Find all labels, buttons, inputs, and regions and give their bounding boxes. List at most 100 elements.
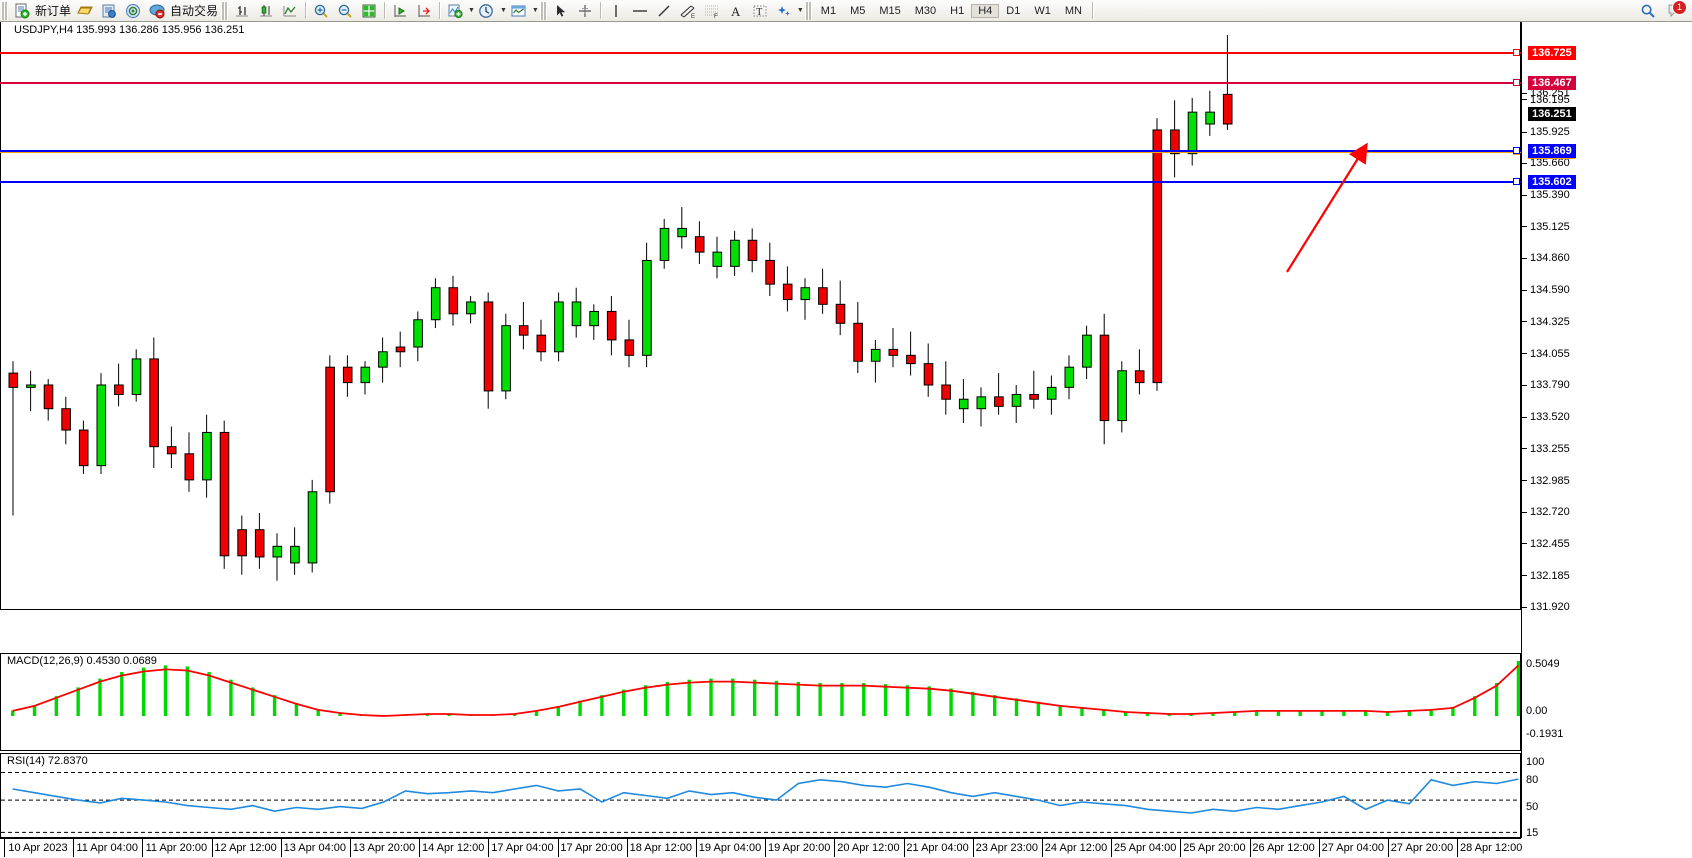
time-tick-label: 21 Apr 04:00 bbox=[906, 842, 969, 854]
price-pane[interactable] bbox=[0, 22, 1521, 610]
toolbar-grip[interactable] bbox=[1, 1, 8, 20]
folder-icon[interactable] bbox=[73, 1, 97, 21]
chart-shell[interactable]: USDJPY,H4 135.993 136.286 135.956 136.25… bbox=[0, 22, 1692, 857]
time-tick-mark bbox=[1249, 839, 1251, 857]
hline-icon[interactable] bbox=[628, 1, 652, 21]
new-order-icon[interactable] bbox=[10, 1, 34, 21]
crosshair-icon[interactable] bbox=[573, 1, 597, 21]
rsi-pane[interactable] bbox=[0, 753, 1521, 838]
time-tick-label: 11 Apr 20:00 bbox=[145, 842, 208, 854]
templates-icon[interactable] bbox=[507, 1, 531, 21]
time-tick-label: 19 Apr 20:00 bbox=[767, 842, 831, 854]
time-tick-label: 18 Apr 12:00 bbox=[629, 842, 692, 854]
timeframe-h1[interactable]: H1 bbox=[950, 4, 965, 17]
time-tick-label: 17 Apr 04:00 bbox=[491, 842, 554, 854]
toolbar-separator-5 bbox=[1091, 2, 1093, 19]
rsi-tick: 100 bbox=[1526, 756, 1545, 768]
timeframe-m5[interactable]: M5 bbox=[850, 4, 866, 17]
price-tick: 132.720 bbox=[1522, 506, 1570, 518]
toolbar-separator bbox=[305, 2, 307, 19]
timeframe-m1[interactable]: M1 bbox=[820, 4, 837, 17]
auto-trading-label[interactable]: 自动交易 bbox=[170, 4, 219, 18]
svg-text:T: T bbox=[756, 7, 762, 18]
time-tick-label: 25 Apr 20:00 bbox=[1183, 842, 1246, 854]
price-badge[interactable]: 135.869 bbox=[1528, 144, 1576, 158]
signals-icon[interactable] bbox=[121, 1, 145, 21]
toolbar-grip-2[interactable] bbox=[221, 1, 229, 20]
vline-icon[interactable] bbox=[604, 1, 628, 21]
label-icon[interactable]: T bbox=[748, 1, 772, 21]
rsi-tick: 15 bbox=[1526, 827, 1539, 839]
price-badge[interactable]: 136.725 bbox=[1528, 46, 1576, 60]
time-tick-mark bbox=[1318, 839, 1320, 857]
price-tick: 135.390 bbox=[1522, 189, 1570, 201]
zoom-in-icon[interactable] bbox=[309, 1, 333, 21]
time-tick-label: 26 Apr 12:00 bbox=[1252, 842, 1315, 854]
price-badge[interactable]: 136.251 bbox=[1528, 107, 1576, 121]
line-chart-icon[interactable] bbox=[278, 1, 302, 21]
timeframe-h4[interactable]: H4 bbox=[971, 3, 1000, 18]
period-icon[interactable] bbox=[475, 1, 499, 21]
time-tick-mark bbox=[211, 839, 213, 857]
time-tick-mark bbox=[4, 839, 5, 857]
bar-chart-icon[interactable] bbox=[230, 1, 254, 21]
time-tick-label: 24 Apr 12:00 bbox=[1044, 842, 1108, 854]
macd-pane[interactable] bbox=[0, 653, 1521, 751]
chevron-down-icon-4[interactable]: ▼ bbox=[796, 7, 804, 14]
indicators-icon[interactable] bbox=[443, 1, 467, 21]
chevron-down-icon[interactable]: ▼ bbox=[468, 7, 475, 14]
price-badge[interactable]: 135.602 bbox=[1528, 175, 1576, 189]
time-tick-label: 11 Apr 04:00 bbox=[76, 842, 138, 854]
time-tick-label: 27 Apr 20:00 bbox=[1390, 842, 1454, 854]
price-tick: 131.920 bbox=[1522, 601, 1570, 613]
timeframe-m30[interactable]: M30 bbox=[914, 4, 937, 17]
price-tick: 133.790 bbox=[1522, 379, 1570, 391]
time-axis[interactable]: 10 Apr 2023 11 Apr 04:00 11 Apr 20:00 12 Ap… bbox=[0, 838, 1523, 858]
rsi-tick: 80 bbox=[1526, 774, 1539, 786]
timeframe-w1[interactable]: W1 bbox=[1034, 4, 1051, 17]
zoom-out-icon[interactable] bbox=[333, 1, 357, 21]
equidistant-icon[interactable]: E bbox=[676, 1, 700, 21]
time-tick-label: 12 Apr 12:00 bbox=[214, 842, 277, 854]
shift-end-icon[interactable] bbox=[388, 1, 412, 21]
timeframe-mn[interactable]: MN bbox=[1064, 4, 1082, 17]
time-tick-label: 17 Apr 20:00 bbox=[560, 842, 623, 854]
candle-chart-icon[interactable] bbox=[254, 1, 278, 21]
alert-count-badge: 1 bbox=[1672, 0, 1687, 15]
time-tick-label: 13 Apr 20:00 bbox=[352, 842, 416, 854]
toolbar-grip-3[interactable] bbox=[539, 1, 547, 20]
time-tick-mark bbox=[696, 839, 697, 857]
time-tick-mark bbox=[834, 839, 836, 857]
new-order-label[interactable]: 新订单 bbox=[35, 4, 72, 18]
toolbar-grip-4[interactable] bbox=[804, 1, 812, 20]
toolbar-separator-3 bbox=[439, 2, 441, 19]
tile-windows-icon[interactable] bbox=[357, 1, 381, 21]
alert-icon[interactable]: 1 bbox=[1666, 0, 1687, 20]
cursor-icon[interactable] bbox=[549, 1, 573, 21]
objects-icon[interactable] bbox=[772, 1, 796, 21]
macd-tick: -0.1931 bbox=[1526, 728, 1564, 740]
magnifier-icon[interactable] bbox=[1636, 1, 1660, 21]
timeframe-d1[interactable]: D1 bbox=[1006, 4, 1021, 17]
text-icon[interactable]: A bbox=[724, 1, 748, 21]
market-icon[interactable] bbox=[145, 1, 169, 21]
time-tick-mark bbox=[73, 839, 75, 857]
timeframe-m15[interactable]: M15 bbox=[879, 4, 901, 17]
fibonacci-icon[interactable]: F bbox=[700, 1, 724, 21]
chevron-down-icon-3[interactable]: ▼ bbox=[531, 7, 539, 14]
time-tick-label: 28 Apr 12:00 bbox=[1459, 842, 1523, 854]
price-tick: 134.590 bbox=[1522, 284, 1570, 296]
macd-label: MACD(12,26,9) 0.4530 0.0689 bbox=[5, 655, 159, 667]
data-window-icon[interactable] bbox=[97, 1, 121, 21]
time-tick-label: 25 Apr 04:00 bbox=[1113, 842, 1177, 854]
time-tick-mark bbox=[350, 839, 351, 857]
autoscroll-icon[interactable] bbox=[412, 1, 436, 21]
price-scale[interactable]: 136.251 136.195 135.925 135.660 135.390 135.1… bbox=[1521, 22, 1692, 839]
price-tick: 134.325 bbox=[1522, 316, 1570, 328]
chevron-down-icon-2[interactable]: ▼ bbox=[499, 7, 507, 14]
price-badge[interactable]: 136.467 bbox=[1528, 76, 1576, 90]
time-tick-mark bbox=[1388, 839, 1389, 857]
time-tick-label: 14 Apr 12:00 bbox=[421, 842, 485, 854]
trendline-icon[interactable] bbox=[652, 1, 676, 21]
toolbar-separator-2 bbox=[384, 2, 386, 19]
